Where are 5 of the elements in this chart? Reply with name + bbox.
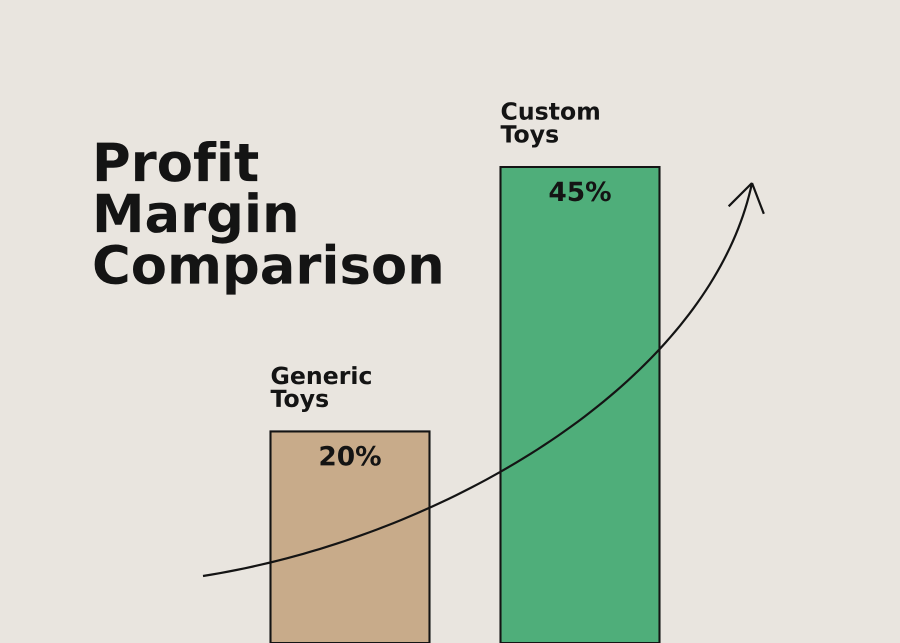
- chart-title: Profit Margin Comparison: [94, 141, 441, 295]
- x-tick-label: Custom Toys: [500, 102, 599, 148]
- x-tick-label: Generic Toys: [270, 366, 371, 412]
- data-label: 45%: [550, 181, 611, 202]
- data-label: 20%: [320, 446, 381, 466]
